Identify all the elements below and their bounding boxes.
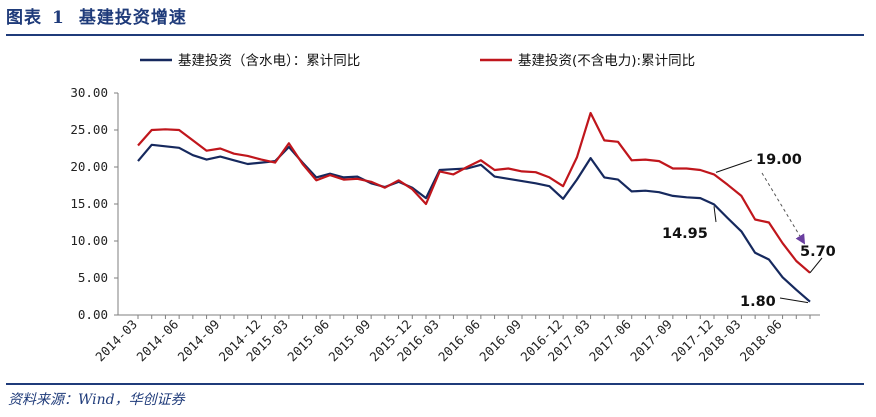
x-tick-label: 2014-09 [175, 317, 223, 365]
figure-number: 1 [52, 8, 65, 28]
x-tick-label: 2017-06 [586, 317, 634, 365]
legend: 基建投资（含水电）：累计同比 基建投资(不含电力):累计同比 [140, 52, 695, 69]
figure-title: 图表 1 基建投资增速 [6, 4, 187, 32]
annotation-19: 19.00 [756, 152, 802, 168]
annotation-570: 5.70 [800, 244, 836, 260]
x-tick-label: 2016-06 [435, 317, 483, 365]
annotation-180: 1.80 [740, 294, 776, 310]
series-line-2 [137, 111, 811, 274]
x-tick-label: 2015-09 [325, 317, 373, 365]
y-tick-label: 5.00 [78, 270, 108, 285]
y-tick-label: 10.00 [70, 233, 108, 248]
figure-label: 图表 [6, 8, 42, 28]
y-tick-label: 25.00 [70, 122, 108, 137]
leader-line-19 [715, 159, 753, 173]
x-tick-label: 2018-06 [737, 317, 785, 365]
y-tick-label: 15.00 [70, 196, 108, 211]
y-tick-label: 20.00 [70, 159, 108, 174]
dashed-arrow [761, 172, 806, 245]
figure-title-text: 基建投资增速 [78, 8, 187, 28]
y-tick-label: 30.00 [70, 85, 108, 100]
plot-area [137, 111, 811, 303]
leader-line-1495 [713, 206, 717, 223]
annotations: 19.00 14.95 5.70 1.80 [662, 152, 836, 310]
x-tick-label: 2014-06 [133, 317, 181, 365]
bottom-rule [6, 383, 864, 385]
top-rule [6, 34, 864, 36]
legend-label-1: 基建投资（含水电）：累计同比 [178, 52, 360, 69]
leader-line-180 [779, 297, 809, 304]
series-line-1 [137, 143, 811, 303]
axes: 0.00 5.00 10.00 15.00 20.00 25.00 30.00 2014-03… [70, 85, 820, 364]
line-chart: 基建投资（含水电）：累计同比 基建投资(不含电力):累计同比 0.00 5.00 10… [70, 52, 836, 364]
x-tick-label: 2014-03 [92, 317, 140, 365]
source-note: 资料来源：Wind，华创证券 [8, 392, 185, 408]
annotation-1495: 14.95 [662, 226, 708, 242]
y-tick-label: 0.00 [78, 307, 108, 322]
x-tick-label: 2016-09 [476, 317, 524, 365]
leader-line-570 [809, 257, 823, 274]
legend-label-2: 基建投资(不含电力):累计同比 [518, 52, 695, 69]
x-tick-label: 2015-06 [284, 317, 332, 365]
x-tick-label: 2017-09 [627, 317, 675, 365]
